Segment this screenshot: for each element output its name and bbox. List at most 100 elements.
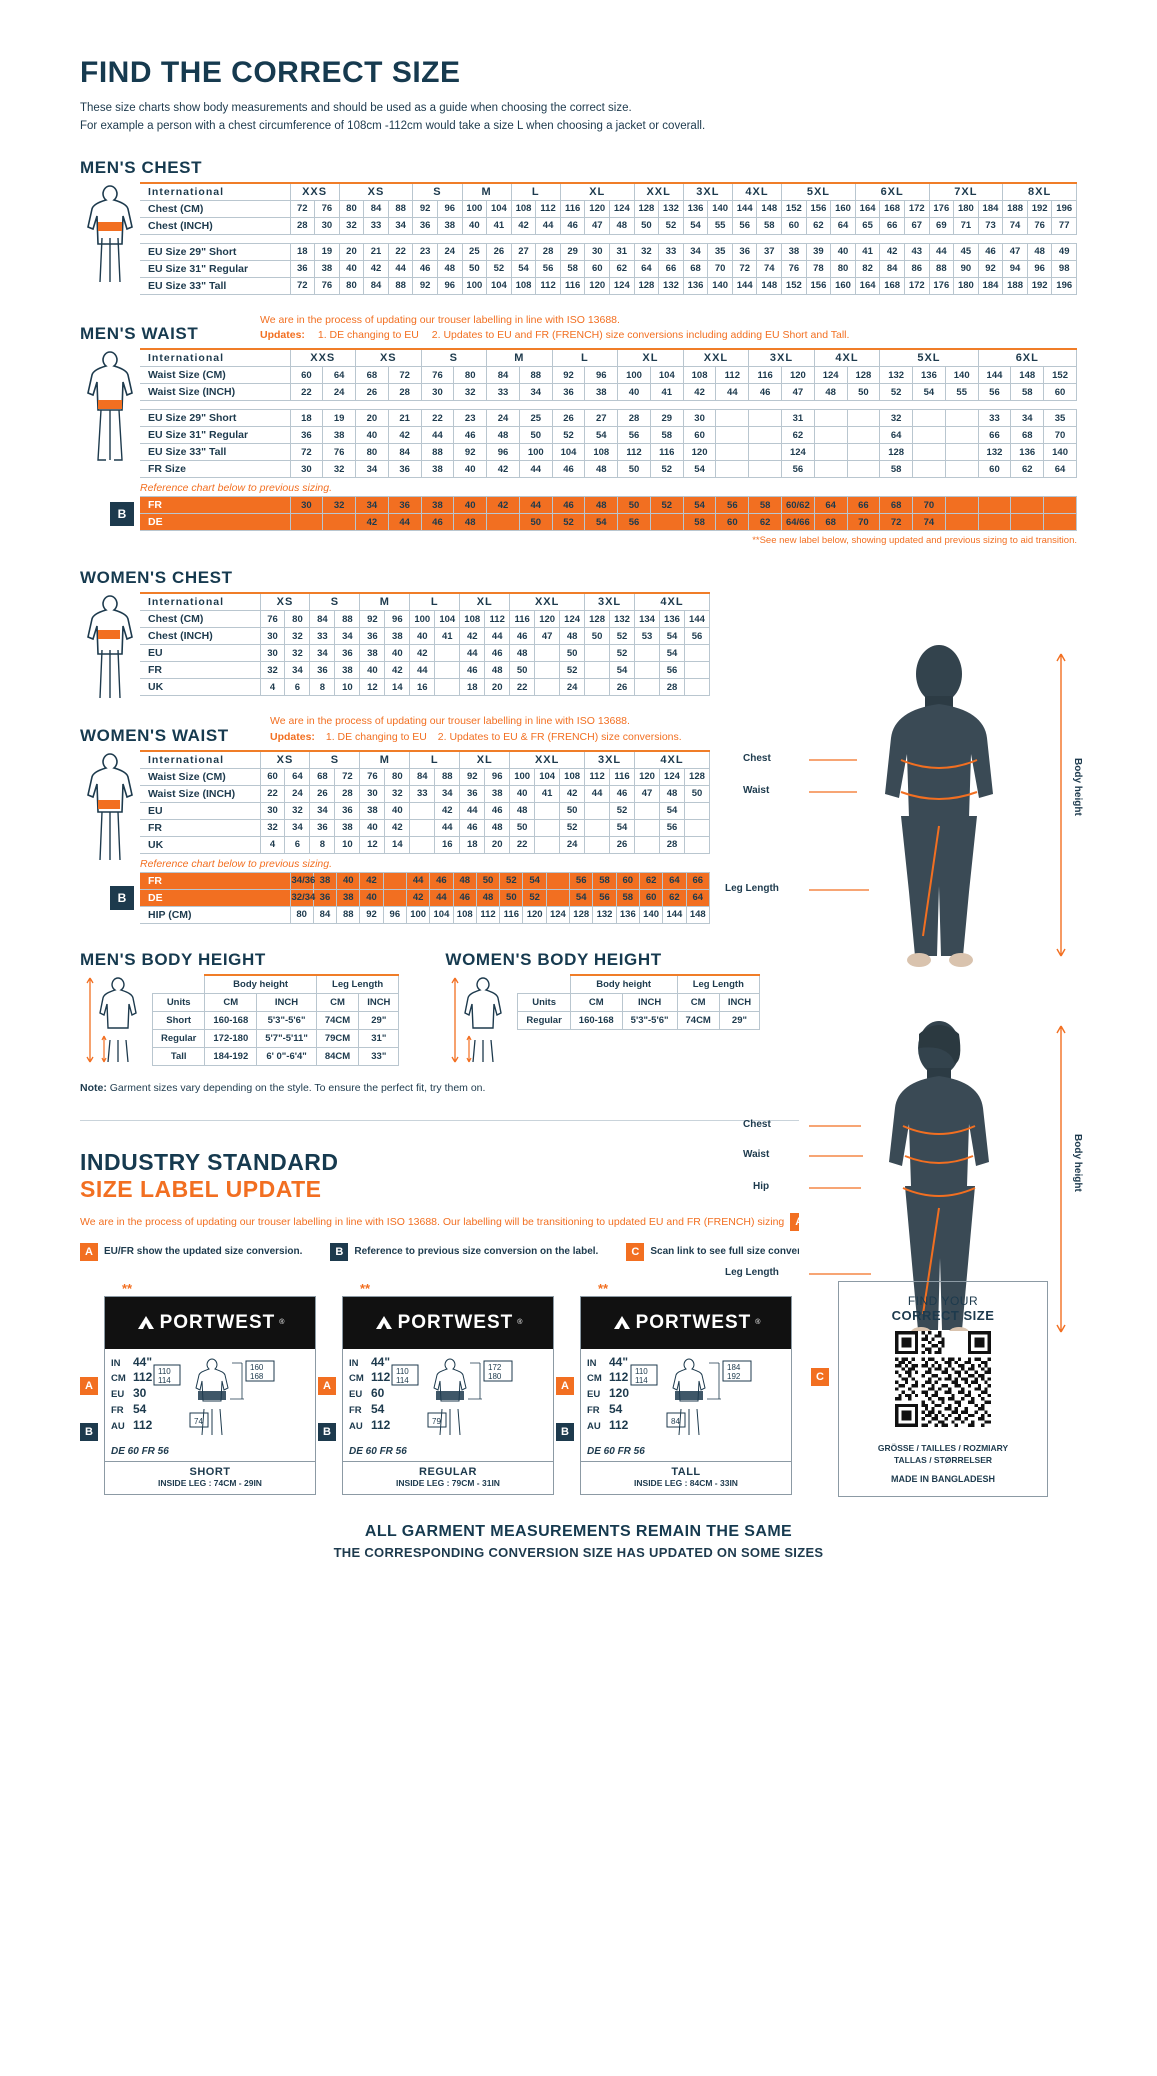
qr-code-icon[interactable]	[895, 1330, 991, 1427]
table-cell: 48	[609, 216, 635, 235]
size-line: EU 60	[349, 1386, 390, 1402]
table-cell: 92	[412, 276, 438, 295]
table-cell: 42	[486, 460, 520, 479]
table-cell: 32	[284, 627, 311, 646]
col-4xl: 4XL	[634, 749, 710, 769]
registered-mark: ®	[755, 1319, 761, 1327]
table-cell: 19	[314, 242, 340, 261]
table-cell: 62	[609, 259, 635, 278]
table-cell	[649, 513, 684, 532]
col-3xl: 3XL	[748, 348, 815, 368]
update-1: 1. DE changing to EU	[325, 730, 427, 743]
table-cell	[683, 661, 711, 680]
table-cell	[534, 801, 561, 820]
table-cell	[584, 661, 611, 680]
table-cell: 42	[405, 888, 431, 907]
table-cell: 26	[609, 835, 636, 854]
svg-text:172: 172	[488, 1363, 502, 1372]
badge-a-label: A	[80, 1376, 98, 1395]
table-cell: 72	[289, 443, 324, 462]
brand-name: PORTWEST	[635, 1311, 752, 1333]
table-cell: 44	[434, 818, 461, 837]
table-cell: 67	[903, 216, 930, 235]
col-xl: XL	[459, 592, 511, 612]
table-cell: 42	[359, 871, 384, 890]
table-cell: 34	[1010, 409, 1045, 428]
table-cell: 50	[461, 259, 488, 278]
page-header: FIND THE CORRECT SIZE These size charts …	[0, 0, 1157, 136]
table-cell: 46	[412, 259, 438, 278]
womens-waist-body: Waist Size (CM) 60 64 68 72 76 80 84 88 92 96 100 10…	[140, 767, 711, 854]
table-cell: 104	[551, 443, 586, 462]
size-key: FR	[111, 1405, 124, 1417]
table-cell: 46	[551, 460, 586, 479]
registered-mark: ®	[517, 1319, 523, 1327]
female-model-figure	[799, 1016, 1079, 1346]
table-cell: 76	[259, 610, 286, 629]
svg-text:110: 110	[158, 1367, 171, 1376]
table-cell: 48	[1026, 242, 1053, 261]
label-body: IN 44" CM 112 EU 30 FR 54 AU 112 110 114 160 168 74	[105, 1349, 315, 1444]
row-label: EU	[140, 801, 261, 820]
table-cell: 168	[879, 199, 905, 218]
table-cell: 50	[617, 460, 651, 479]
table-cell: 22	[509, 678, 536, 697]
table-cell: 54	[522, 871, 547, 890]
womens-waist-section: WOMEN'S WAIST We are in the process of u…	[0, 714, 1157, 924]
grp-leg-length: Leg Length	[676, 973, 761, 994]
table-cell: 104	[486, 199, 512, 218]
table-cell: 36	[359, 627, 386, 646]
table-cell	[944, 460, 979, 479]
row-label: Waist Size (CM)	[140, 366, 291, 385]
table-cell: 172	[903, 276, 930, 295]
size-value: 44"	[133, 1354, 153, 1369]
label-footer: SHORT INSIDE LEG : 74CM - 29IN	[105, 1460, 315, 1494]
table-cell: 48	[659, 784, 685, 803]
table-cell: 34	[355, 496, 389, 515]
table-cell: 116	[609, 767, 636, 786]
col-international: International	[140, 348, 291, 368]
table-cell: 58	[682, 513, 717, 532]
table-cell: 42	[387, 426, 422, 445]
fit-note: Note: Garment sizes vary depending on th…	[80, 1082, 1077, 1094]
male-torso-icon	[87, 184, 133, 282]
label-figure: 110 114 160 168 74	[152, 1355, 309, 1444]
table-cell: 76	[322, 443, 357, 462]
table-cell: 128	[683, 767, 711, 786]
womens-body-height-block: WOMEN'S BODY HEIGHT	[445, 950, 761, 1066]
table-cell: 60	[259, 767, 286, 786]
qr-footer-2: TALLAS / STØRRELSER	[893, 1454, 993, 1465]
table-cell: 116	[509, 610, 536, 629]
table-cell: 48	[484, 818, 511, 837]
col-cm: CM	[204, 992, 258, 1012]
table-cell: 92	[453, 443, 488, 462]
row-label: EU Size 31" Regular	[140, 259, 291, 278]
table-cell	[715, 426, 750, 445]
table-cell	[634, 644, 660, 663]
table-cell: 40	[453, 496, 488, 515]
table-cell	[977, 496, 1012, 515]
table-cell	[715, 409, 750, 428]
table-cell: 43	[903, 242, 930, 261]
table-cell: 58	[1010, 383, 1045, 402]
table-cell: 44	[429, 888, 454, 907]
row-label: Chest (INCH)	[140, 216, 291, 235]
table-cell: 40	[461, 216, 488, 235]
table-cell: 32	[284, 801, 311, 820]
inside-leg-text: INSIDE LEG : 84CM - 33IN	[634, 1477, 738, 1488]
table-cell: 46	[559, 216, 586, 235]
size-line: EU 120	[587, 1386, 629, 1402]
table-cell: 108	[584, 443, 619, 462]
table-cell	[977, 513, 1012, 532]
table-cell: 46	[429, 871, 454, 890]
table-cell: 140	[944, 366, 979, 385]
table-cell: 36	[312, 888, 338, 907]
mens-waist-updates: Updates: 1. DE changing to EU 2. Updates…	[260, 328, 1077, 344]
col-l: L	[510, 181, 561, 201]
row-label: EU	[140, 644, 261, 663]
mountain-logo-icon	[613, 1315, 630, 1329]
table-cell: 140	[707, 199, 733, 218]
table-cell: 58	[756, 216, 783, 235]
table-cell: 48	[436, 259, 463, 278]
table-cell: 112	[715, 366, 750, 385]
